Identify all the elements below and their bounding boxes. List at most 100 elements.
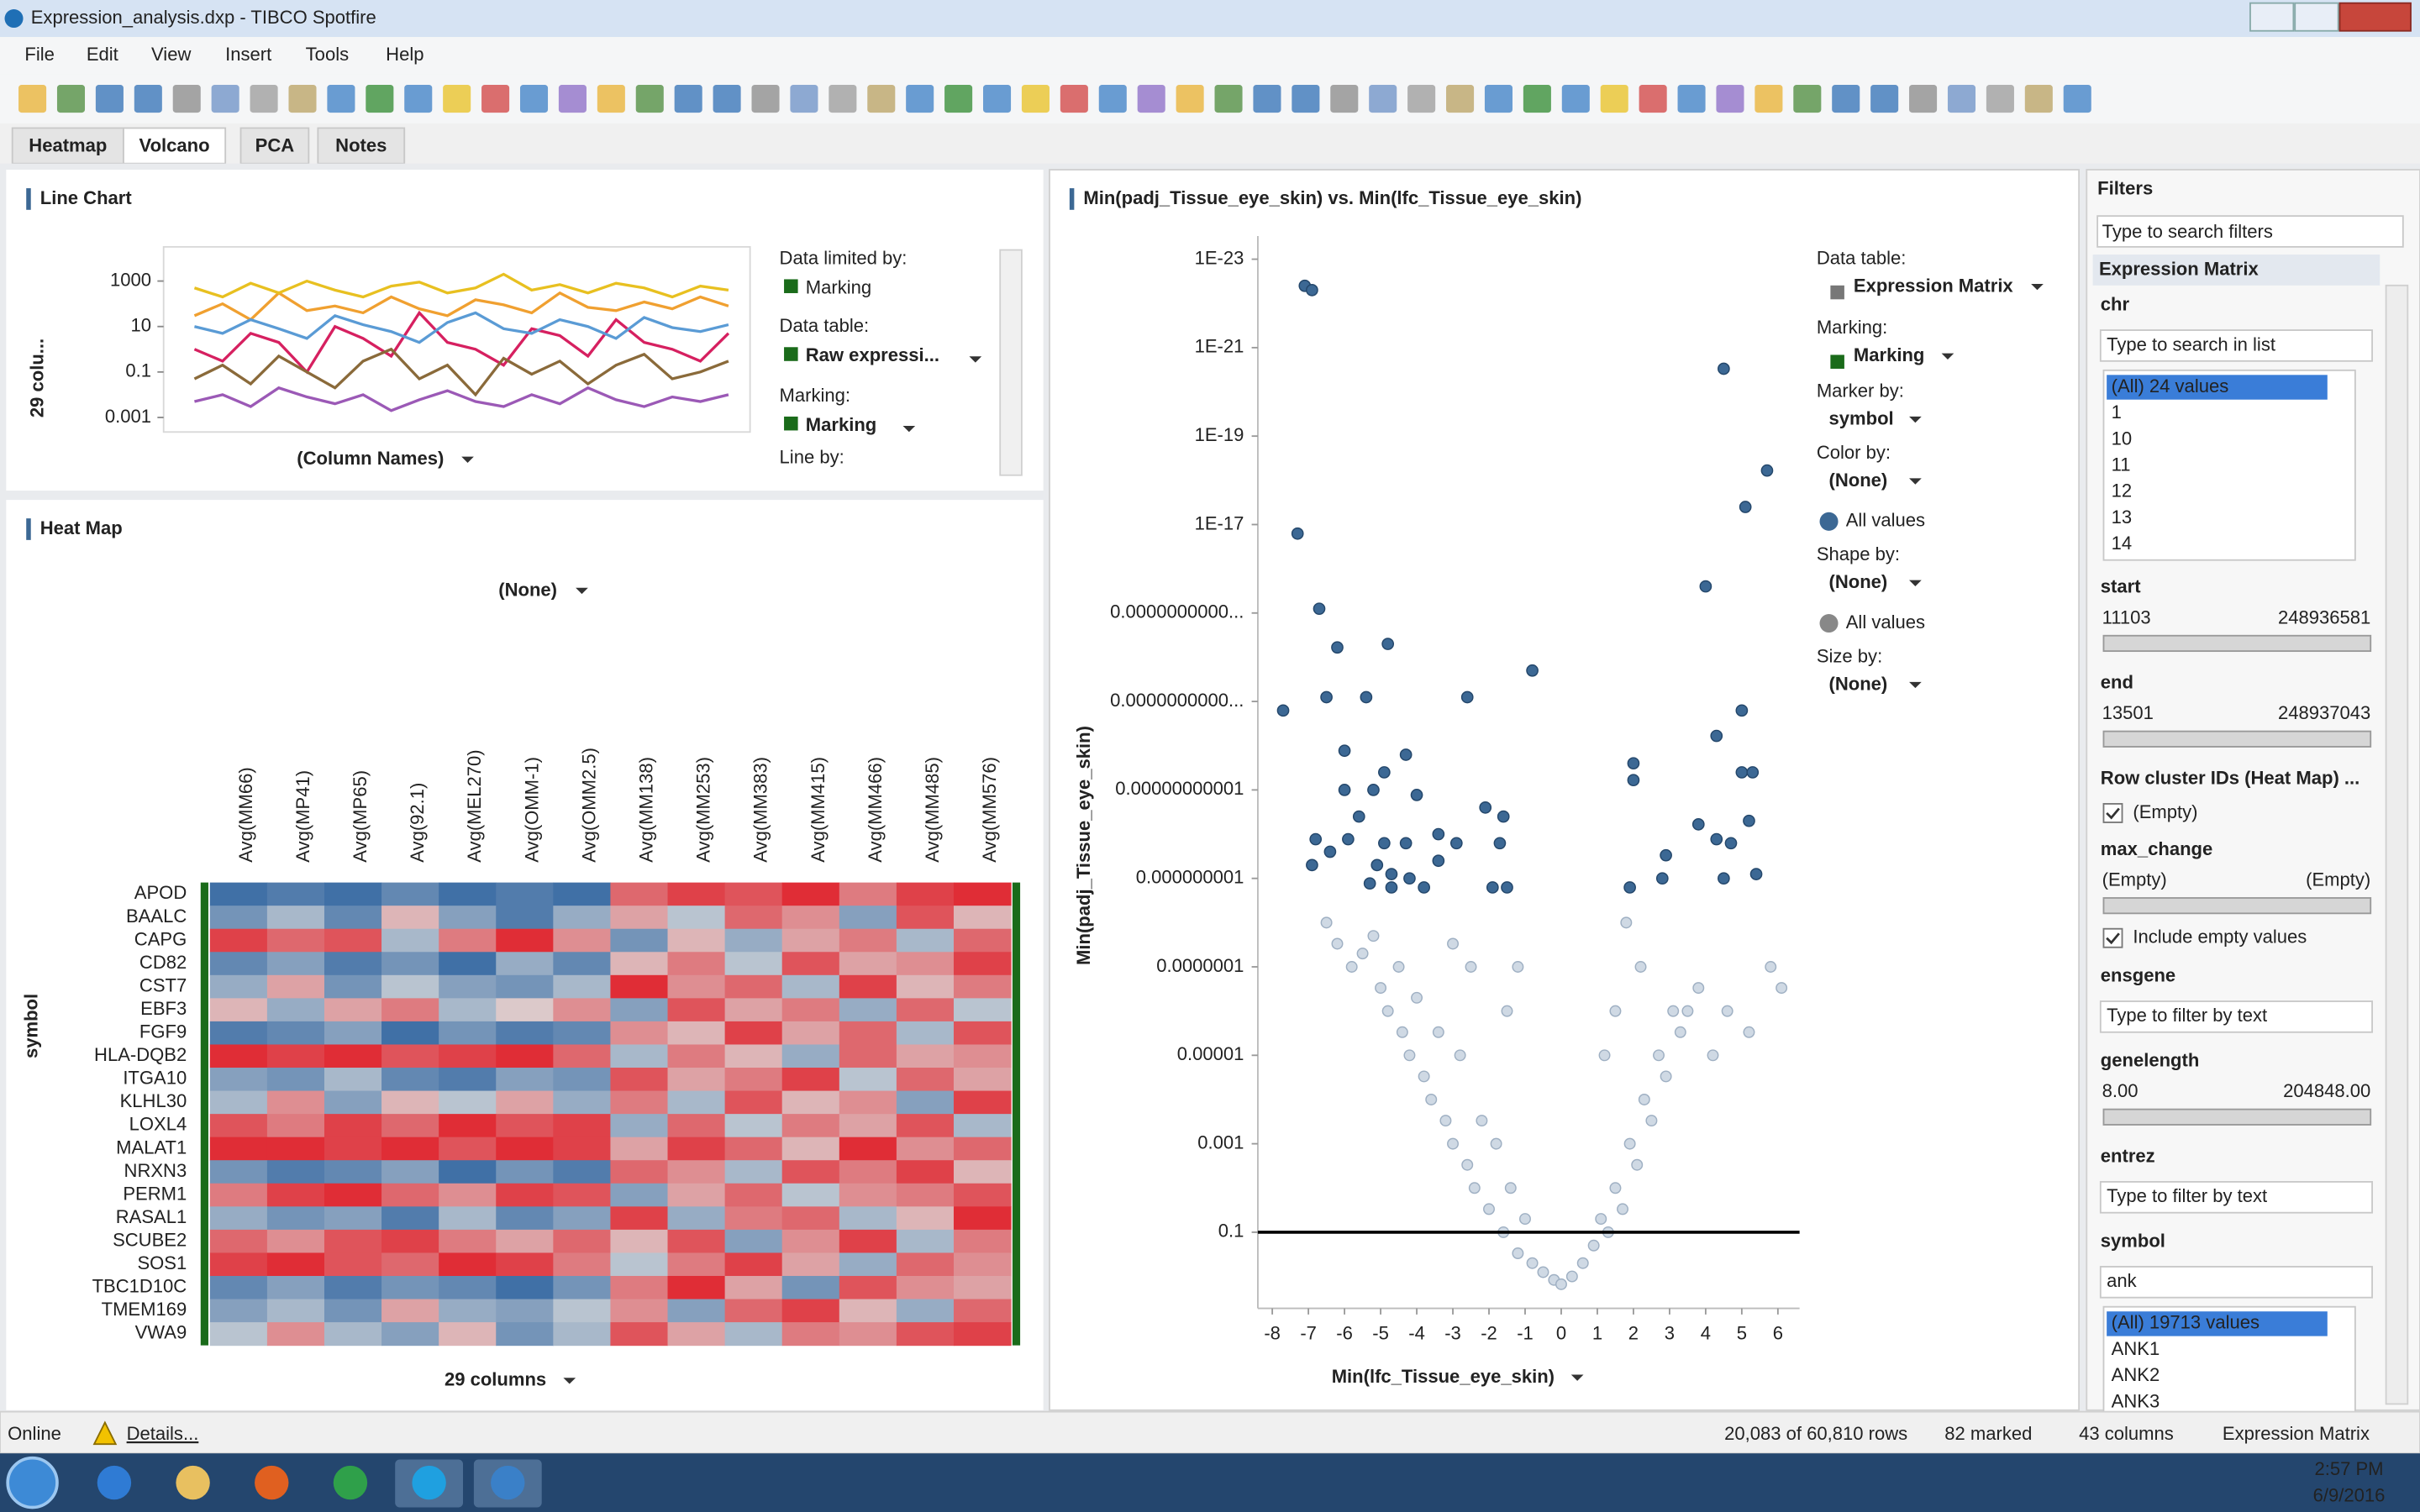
range-slider[interactable] (2102, 634, 2372, 653)
range-slider[interactable] (2102, 897, 2372, 915)
checkbox[interactable] (2102, 927, 2123, 948)
toolbar-button[interactable] (56, 85, 86, 113)
list-item[interactable]: ANK2 (2112, 1364, 2160, 1385)
legend-value[interactable]: (None) (1829, 571, 1888, 592)
filter-input[interactable] (2099, 1000, 2373, 1033)
toolbar-button[interactable] (95, 85, 124, 113)
list-item[interactable]: ANK1 (2112, 1338, 2160, 1359)
search-placeholder[interactable]: Type to search filters (2102, 221, 2273, 242)
bottom-selector[interactable]: 29 columns (445, 1369, 546, 1390)
checkbox[interactable] (2102, 803, 2123, 823)
toolbar-button[interactable] (867, 85, 896, 113)
toolbar-button[interactable] (1600, 85, 1628, 113)
list-item[interactable]: 10 (2112, 428, 2133, 449)
legend-value[interactable]: Raw expressi... (806, 344, 939, 365)
toolbar-button[interactable] (1677, 85, 1706, 113)
toolbar-button[interactable] (18, 85, 47, 113)
toolbar-button[interactable] (558, 85, 587, 113)
toolbar-button[interactable] (944, 85, 973, 113)
toolbar-button[interactable] (2024, 85, 2053, 113)
toolbar-button[interactable] (1407, 85, 1436, 113)
filter-placeholder[interactable]: Type to filter by text (2107, 1005, 2267, 1026)
tab-label[interactable]: Volcano (139, 134, 210, 155)
toolbar-button[interactable] (1446, 85, 1475, 113)
toolbar-button[interactable] (1909, 85, 1938, 113)
toolbar-button[interactable] (1986, 85, 2014, 113)
menu-item[interactable]: Insert (225, 44, 271, 65)
toolbar-button[interactable] (674, 85, 702, 113)
range-slider[interactable] (2102, 730, 2372, 748)
toolbar-button[interactable] (906, 85, 934, 113)
menu-item[interactable]: Help (386, 44, 424, 65)
list-item[interactable]: (All) 24 values (2112, 375, 2229, 396)
toolbar-button[interactable] (327, 85, 355, 113)
legend-value[interactable]: (None) (1829, 470, 1888, 491)
list-item[interactable]: (All) 19713 values (2112, 1312, 2260, 1333)
toolbar-button[interactable] (1870, 85, 1899, 113)
toolbar-button[interactable] (1947, 85, 1976, 113)
menu-item[interactable]: Edit (87, 44, 118, 65)
filter-input[interactable] (2099, 1266, 2373, 1299)
list-item[interactable]: 11 (2112, 454, 2131, 475)
tab-label[interactable]: Notes (335, 134, 387, 155)
toolbar-button[interactable] (250, 85, 278, 113)
toolbar-button[interactable] (2063, 85, 2091, 113)
x-axis-title[interactable]: Min(lfc_Tissue_eye_skin) (1332, 1366, 1555, 1387)
toolbar-button[interactable] (172, 85, 201, 113)
status-link[interactable]: Details... (127, 1423, 199, 1444)
toolbar-button[interactable] (1330, 85, 1359, 113)
filter-placeholder[interactable]: Type to filter by text (2107, 1185, 2267, 1206)
checkbox-label[interactable]: (Empty) (2133, 801, 2197, 822)
search-box[interactable] (2096, 215, 2404, 248)
legend-value[interactable]: Marking (806, 414, 876, 435)
toolbar-button[interactable] (1137, 85, 1165, 113)
legend-value[interactable]: Marking (1854, 344, 1924, 365)
list-item[interactable]: 12 (2112, 480, 2133, 501)
filter-input-text[interactable]: ank (2107, 1270, 2138, 1291)
list-item[interactable]: 14 (2112, 533, 2133, 554)
toolbar-button[interactable] (519, 85, 549, 113)
toolbar-button[interactable] (1253, 85, 1281, 113)
toolbar-button[interactable] (1176, 85, 1204, 113)
toolbar-button[interactable] (134, 85, 162, 113)
menu-item[interactable]: View (151, 44, 191, 65)
menu-item[interactable]: Tools (306, 44, 349, 65)
toolbar-button[interactable] (443, 85, 471, 113)
toolbar-button[interactable] (597, 85, 625, 113)
start-button[interactable] (6, 1456, 59, 1509)
toolbar-button[interactable] (1832, 85, 1860, 113)
toolbar-button[interactable] (1021, 85, 1050, 113)
tab-label[interactable]: PCA (255, 134, 295, 155)
list-item[interactable]: 13 (2112, 507, 2133, 528)
filter-placeholder[interactable]: Type to search in list (2107, 333, 2275, 354)
toolbar-button[interactable] (366, 85, 394, 113)
toolbar-button[interactable] (1561, 85, 1590, 113)
toolbar-button[interactable] (211, 85, 239, 113)
legend-value[interactable]: symbol (1829, 407, 1894, 428)
toolbar-button[interactable] (829, 85, 857, 113)
toolbar-button[interactable] (1639, 85, 1667, 113)
menu-item[interactable]: File (24, 44, 55, 65)
toolbar-button[interactable] (983, 85, 1012, 113)
toolbar-button[interactable] (1060, 85, 1088, 113)
toolbar-button[interactable] (1214, 85, 1243, 113)
filter-input[interactable] (2099, 1181, 2373, 1214)
toolbar-button[interactable] (1523, 85, 1551, 113)
legend-value[interactable]: Expression Matrix (1854, 275, 2014, 296)
toolbar-button[interactable] (1098, 85, 1127, 113)
top-selector[interactable]: (None) (498, 579, 557, 600)
toolbar-button[interactable] (404, 85, 433, 113)
toolbar-button[interactable] (713, 85, 741, 113)
toolbar-button[interactable] (1754, 85, 1783, 113)
toolbar-button[interactable] (751, 85, 780, 113)
toolbar-button[interactable] (1484, 85, 1512, 113)
toolbar-button[interactable] (1793, 85, 1822, 113)
toolbar-button[interactable] (1716, 85, 1744, 113)
tab-label[interactable]: Heatmap (29, 134, 107, 155)
checkbox-label[interactable]: Include empty values (2133, 927, 2307, 948)
toolbar-button[interactable] (481, 85, 510, 113)
toolbar-button[interactable] (288, 85, 317, 113)
toolbar-button[interactable] (1369, 85, 1397, 113)
list-item[interactable]: ANK3 (2112, 1390, 2160, 1411)
legend-value[interactable]: (None) (1829, 673, 1888, 694)
